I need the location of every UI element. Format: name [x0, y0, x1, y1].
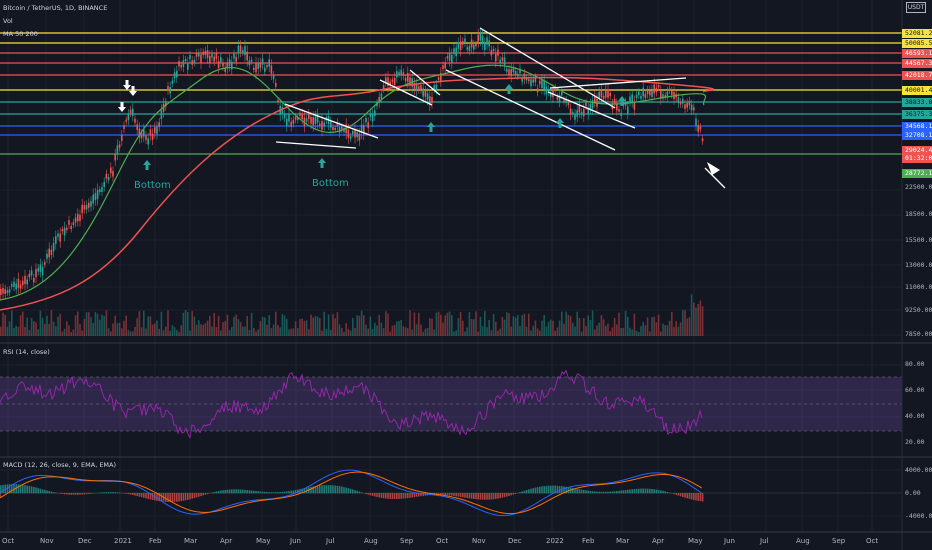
time-axis-label: Nov	[40, 537, 54, 545]
macd-title: MACD (12, 26, close, 9, EMA, EMA)	[3, 461, 117, 469]
trend-lines	[275, 27, 726, 189]
time-axis-label: Dec	[508, 537, 522, 545]
time-axis-label: Nov	[472, 537, 486, 545]
rsi-axis-tick: 20.00	[905, 438, 925, 446]
time-axis-label: 2022	[546, 537, 564, 545]
time-axis-label: Feb	[149, 537, 162, 545]
rsi-title: RSI (14, close)	[3, 348, 50, 356]
volume-bars	[0, 294, 704, 336]
time-axis-label: Sep	[832, 537, 846, 545]
macd-axis-tick: -4000.00	[905, 512, 932, 520]
price-badge: 50085.50	[902, 38, 932, 48]
time-axis-label: Jun	[724, 537, 735, 545]
price-badge: 44567.37	[902, 58, 932, 68]
macd-axis-tick: 4000.00	[905, 466, 932, 474]
grid-lines	[0, 0, 902, 532]
price-badge: 29024.40	[902, 145, 932, 155]
time-axis-label: Jun	[290, 537, 301, 545]
price-badge: 46593.11	[902, 48, 932, 58]
time-axis-label: Dec	[78, 537, 92, 545]
price-badge: 38833.82	[902, 97, 932, 107]
bottom-label-left: Bottom	[134, 180, 171, 191]
rsi-panel	[0, 369, 902, 439]
price-candles	[0, 27, 704, 300]
price-badge: 52081.26	[902, 28, 932, 38]
time-axis-label: Feb	[582, 537, 595, 545]
price-axis-tick: 15500.00	[905, 236, 932, 244]
bottom-arrows	[118, 80, 626, 170]
price-badge: 42018.78	[902, 70, 932, 80]
time-axis-label: Mar	[184, 537, 198, 545]
price-badge: 34568.11	[902, 121, 932, 131]
bottom-label-mid: Bottom	[312, 178, 349, 189]
time-axis-label: Aug	[364, 537, 378, 545]
price-axis-tick: 18500.00	[905, 210, 932, 218]
price-badge: 36375.37	[902, 109, 932, 119]
price-axis-tick: 11000.00	[905, 283, 932, 291]
time-axis-label: Oct	[2, 537, 15, 545]
time-axis-label: Oct	[436, 537, 449, 545]
time-axis-label: Mar	[616, 537, 630, 545]
price-badge: 01:32:05	[902, 153, 932, 163]
time-axis-label: Aug	[796, 537, 810, 545]
price-axis-tick: 7850.00	[905, 330, 932, 338]
price-badge: 28772.16	[902, 168, 932, 178]
time-axis-label: May	[688, 537, 703, 545]
price-axis-tick: 13000.00	[905, 261, 932, 269]
price-axis-tick: 9250.00	[905, 306, 932, 314]
rsi-axis-tick: 80.00	[905, 360, 925, 368]
price-badge: 32708.13	[902, 130, 932, 140]
macd-axis-tick: 0.00	[905, 489, 921, 497]
horizontal-levels	[0, 32, 902, 155]
price-badge: 40001.44	[902, 85, 932, 95]
time-axis-label: 2021	[114, 537, 132, 545]
rsi-axis-tick: 60.00	[905, 386, 925, 394]
time-axis-label: May	[256, 537, 271, 545]
time-axis-label: Apr	[652, 537, 665, 545]
symbol-title: Bitcoin / TetherUS, 1D, BINANCE	[3, 4, 108, 12]
vol-label: Vol	[3, 17, 13, 25]
time-axis-label: Sep	[400, 537, 414, 545]
ma-50-line	[0, 64, 707, 301]
time-axis-label: Apr	[220, 537, 233, 545]
time-axis-label: Jul	[326, 537, 335, 545]
ma-200-line	[0, 76, 715, 311]
rsi-axis-tick: 40.00	[905, 412, 925, 420]
price-axis-tick: 22500.00	[905, 183, 932, 191]
time-axis-label: Oct	[866, 537, 879, 545]
ma-label: MA 50 200	[3, 30, 38, 38]
macd-panel	[0, 469, 902, 517]
time-axis-label: Jul	[760, 537, 769, 545]
currency-badge[interactable]: USDT	[906, 2, 926, 13]
